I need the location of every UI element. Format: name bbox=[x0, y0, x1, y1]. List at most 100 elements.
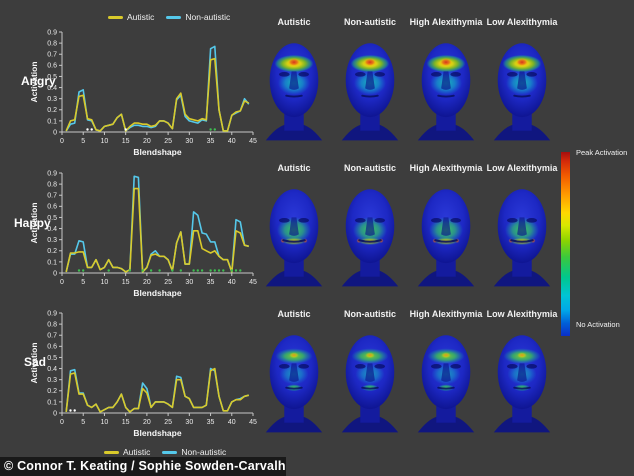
face-column-header: Autistic bbox=[277, 163, 311, 174]
face-heatmap-angry bbox=[265, 43, 323, 141]
svg-text:5: 5 bbox=[81, 138, 85, 145]
face-cell-angry-1: Non-autistic bbox=[332, 0, 408, 146]
face-heatmap-happy bbox=[265, 189, 323, 287]
face-column-header: Autistic bbox=[277, 309, 311, 320]
activation-colorbar bbox=[561, 152, 570, 336]
svg-text:35: 35 bbox=[207, 419, 215, 426]
face-column-header: Non-autistic bbox=[343, 17, 396, 28]
legend-label-non-autistic: Non-autistic bbox=[181, 447, 227, 457]
face-column-header: Low Alexithymia bbox=[486, 17, 558, 28]
face-column-header: High Alexithymia bbox=[409, 163, 483, 174]
colorbar-no-label: No Activation bbox=[576, 320, 620, 329]
face-heatmap-angry bbox=[341, 43, 399, 141]
svg-text:35: 35 bbox=[207, 279, 215, 286]
face-cell-happy-3: Low Alexithymia bbox=[484, 146, 560, 292]
face-column-header: Non-autistic bbox=[343, 309, 396, 320]
legend-item-non-autistic: Non-autistic bbox=[162, 447, 226, 457]
svg-text:0.4: 0.4 bbox=[47, 366, 57, 373]
svg-text:0.8: 0.8 bbox=[47, 322, 57, 329]
svg-text:0.8: 0.8 bbox=[47, 41, 57, 48]
svg-text:35: 35 bbox=[207, 138, 215, 145]
svg-text:Activation: Activation bbox=[29, 61, 39, 102]
svg-text:0: 0 bbox=[60, 279, 64, 286]
svg-text:0.9: 0.9 bbox=[47, 310, 57, 317]
svg-text:10: 10 bbox=[101, 419, 109, 426]
face-cell-angry-3: Low Alexithymia bbox=[484, 0, 560, 146]
activation-chart-happy: 0 0.1 0.2 0.3 0.4 0.5 0.6 0.7 0.8 0.9 0 5 10 15 20 25 30… bbox=[29, 170, 257, 298]
face-cell-happy-1: Non-autistic bbox=[332, 146, 408, 292]
legend-label-autistic: Autistic bbox=[123, 447, 151, 457]
svg-text:0.9: 0.9 bbox=[47, 170, 57, 177]
svg-text:40: 40 bbox=[228, 138, 236, 145]
row-label-sad: Sad bbox=[24, 355, 47, 369]
autistic-line-swatch bbox=[104, 450, 119, 454]
svg-text:0: 0 bbox=[53, 270, 57, 277]
face-column-header: High Alexithymia bbox=[409, 17, 483, 28]
svg-text:0: 0 bbox=[53, 129, 57, 136]
legend-item-non-autistic: Non-autistic bbox=[166, 12, 230, 22]
svg-text:0.1: 0.1 bbox=[47, 259, 57, 266]
face-heatmap-grid: Autistic Non-autistic High Alexith bbox=[256, 0, 560, 440]
legend-bottom: Autistic Non-autistic bbox=[104, 447, 226, 457]
legend-item-autistic: Autistic bbox=[108, 12, 154, 22]
svg-text:45: 45 bbox=[249, 279, 257, 286]
face-heatmap-happy bbox=[341, 189, 399, 287]
activation-chart-sad: 0 0.1 0.2 0.3 0.4 0.5 0.6 0.7 0.8 0.9 0 5 10 15 20 25 30… bbox=[29, 310, 257, 438]
svg-text:0.7: 0.7 bbox=[47, 333, 57, 340]
svg-text:15: 15 bbox=[122, 138, 130, 145]
svg-text:Blendshape: Blendshape bbox=[133, 288, 181, 298]
svg-text:0.2: 0.2 bbox=[47, 248, 57, 255]
svg-text:0.6: 0.6 bbox=[47, 204, 57, 211]
svg-text:15: 15 bbox=[122, 279, 130, 286]
svg-text:25: 25 bbox=[164, 138, 172, 145]
svg-text:0.5: 0.5 bbox=[47, 74, 57, 81]
legend-item-autistic: Autistic bbox=[104, 447, 150, 457]
svg-text:0: 0 bbox=[60, 138, 64, 145]
svg-text:40: 40 bbox=[228, 279, 236, 286]
svg-text:0.7: 0.7 bbox=[47, 193, 57, 200]
svg-text:Blendshape: Blendshape bbox=[133, 428, 181, 438]
face-heatmap-sad bbox=[417, 335, 475, 433]
row-label-angry: Angry bbox=[21, 74, 56, 88]
svg-text:5: 5 bbox=[81, 279, 85, 286]
svg-text:30: 30 bbox=[185, 419, 193, 426]
svg-text:0: 0 bbox=[60, 419, 64, 426]
svg-text:25: 25 bbox=[164, 419, 172, 426]
face-heatmap-happy bbox=[493, 189, 551, 287]
svg-text:45: 45 bbox=[249, 419, 257, 426]
face-cell-angry-2: High Alexithymia bbox=[408, 0, 484, 146]
face-cell-sad-1: Non-autistic bbox=[332, 292, 408, 440]
svg-text:0.1: 0.1 bbox=[47, 399, 57, 406]
svg-text:0.5: 0.5 bbox=[47, 355, 57, 362]
face-column-header: Non-autistic bbox=[343, 163, 396, 174]
svg-text:Activation: Activation bbox=[29, 342, 39, 383]
copyright-credit: © Connor T. Keating / Sophie Sowden-Carv… bbox=[0, 457, 286, 476]
colorbar-peak-label: Peak Activation bbox=[576, 148, 628, 157]
svg-text:0.2: 0.2 bbox=[47, 388, 57, 395]
row-label-happy: Happy bbox=[14, 216, 51, 230]
svg-text:Activation: Activation bbox=[29, 202, 39, 243]
face-heatmap-angry bbox=[417, 43, 475, 141]
legend-label-non-autistic: Non-autistic bbox=[185, 12, 231, 22]
svg-text:20: 20 bbox=[143, 138, 151, 145]
face-heatmap-happy bbox=[417, 189, 475, 287]
activation-chart-angry: 0 0.1 0.2 0.3 0.4 0.5 0.6 0.7 0.8 0.9 0 5 10 15 20 25 30… bbox=[29, 29, 257, 157]
svg-text:20: 20 bbox=[143, 279, 151, 286]
face-heatmap-angry bbox=[493, 43, 551, 141]
svg-text:0.8: 0.8 bbox=[47, 182, 57, 189]
svg-text:0.6: 0.6 bbox=[47, 344, 57, 351]
svg-text:40: 40 bbox=[228, 419, 236, 426]
face-cell-happy-0: Autistic bbox=[256, 146, 332, 292]
face-column-header: Low Alexithymia bbox=[486, 163, 558, 174]
svg-text:10: 10 bbox=[101, 279, 109, 286]
svg-text:0.3: 0.3 bbox=[47, 96, 57, 103]
svg-text:0.3: 0.3 bbox=[47, 237, 57, 244]
svg-text:0.9: 0.9 bbox=[47, 29, 57, 36]
svg-text:0.4: 0.4 bbox=[47, 85, 57, 92]
legend-top: Autistic Non-autistic bbox=[108, 12, 230, 22]
svg-text:30: 30 bbox=[185, 138, 193, 145]
svg-text:5: 5 bbox=[81, 419, 85, 426]
face-cell-sad-0: Autistic bbox=[256, 292, 332, 440]
face-cell-happy-2: High Alexithymia bbox=[408, 146, 484, 292]
